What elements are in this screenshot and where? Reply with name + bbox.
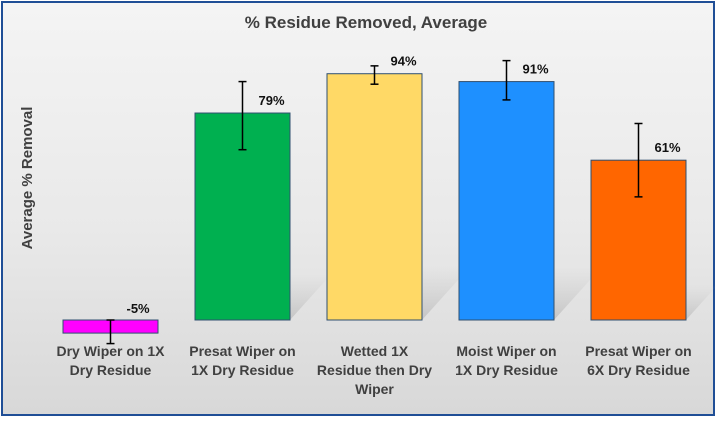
category-label: Presat Wiper on <box>585 343 691 359</box>
category-label: Dry Wiper on 1X <box>56 343 165 359</box>
category-label: Wiper <box>355 381 394 397</box>
category-label: 1X Dry Residue <box>455 362 558 378</box>
category-label: Moist Wiper on <box>456 343 556 359</box>
error-bars <box>106 59 643 345</box>
data-labels: -5% 79% 94% 91% 61% <box>127 54 681 316</box>
bars <box>62 73 687 334</box>
category-labels: Dry Wiper on 1X Dry Residue Presat Wiper o… <box>56 343 691 397</box>
category-label: 6X Dry Residue <box>587 362 690 378</box>
chart-title: % Residue Removed, Average <box>245 13 488 32</box>
category-label: 1X Dry Residue <box>191 362 294 378</box>
y-axis-label: Average % Removal <box>19 107 36 250</box>
bar <box>458 81 555 321</box>
data-label: 79% <box>259 93 285 108</box>
category-label: Residue then Dry <box>317 362 432 378</box>
category-label: Dry Residue <box>70 362 152 378</box>
data-label: 91% <box>523 62 549 77</box>
category-label: Presat Wiper on <box>189 343 295 359</box>
data-label: 94% <box>391 54 417 69</box>
bar <box>326 73 423 321</box>
data-label: -5% <box>127 301 151 316</box>
data-label: 61% <box>655 140 681 155</box>
category-label: Wetted 1X <box>341 343 409 359</box>
